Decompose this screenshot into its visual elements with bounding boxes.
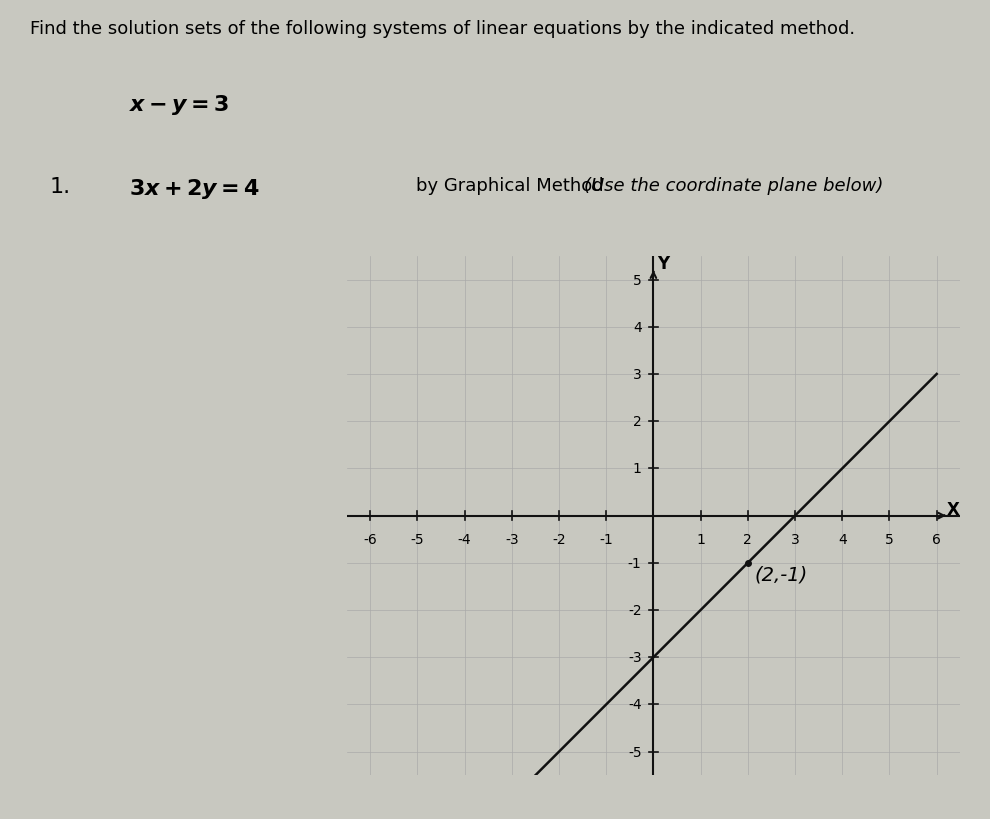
Text: 2: 2: [743, 532, 752, 546]
Text: 5: 5: [633, 274, 642, 287]
Text: by Graphical Method: by Graphical Method: [416, 177, 604, 195]
Text: 3: 3: [791, 532, 799, 546]
Text: $\boldsymbol{x - y = 3}$: $\boldsymbol{x - y = 3}$: [129, 93, 229, 117]
Text: -5: -5: [628, 744, 642, 758]
Text: 3: 3: [633, 368, 642, 382]
Text: -2: -2: [552, 532, 565, 546]
Text: 1: 1: [633, 462, 642, 476]
Text: -3: -3: [628, 650, 642, 664]
Text: 6: 6: [933, 532, 941, 546]
Text: 4: 4: [838, 532, 846, 546]
Text: Y: Y: [656, 255, 669, 273]
Text: Find the solution sets of the following systems of linear equations by the indic: Find the solution sets of the following …: [30, 20, 854, 38]
Text: 1: 1: [696, 532, 705, 546]
Text: 2: 2: [633, 414, 642, 428]
Text: (Use the coordinate plane below): (Use the coordinate plane below): [584, 177, 883, 195]
Text: -1: -1: [628, 556, 642, 570]
Text: -5: -5: [411, 532, 424, 546]
Text: -2: -2: [628, 604, 642, 618]
Text: -3: -3: [505, 532, 519, 546]
Text: 1.: 1.: [50, 177, 70, 197]
Text: -4: -4: [628, 698, 642, 712]
Text: $\boldsymbol{3x + 2y = 4}$: $\boldsymbol{3x + 2y = 4}$: [129, 177, 259, 201]
Text: 5: 5: [885, 532, 894, 546]
Text: -1: -1: [599, 532, 613, 546]
Text: X: X: [946, 500, 959, 518]
Text: (2,-1): (2,-1): [755, 564, 808, 584]
Text: -4: -4: [457, 532, 471, 546]
Text: 4: 4: [633, 320, 642, 334]
Text: -6: -6: [363, 532, 377, 546]
